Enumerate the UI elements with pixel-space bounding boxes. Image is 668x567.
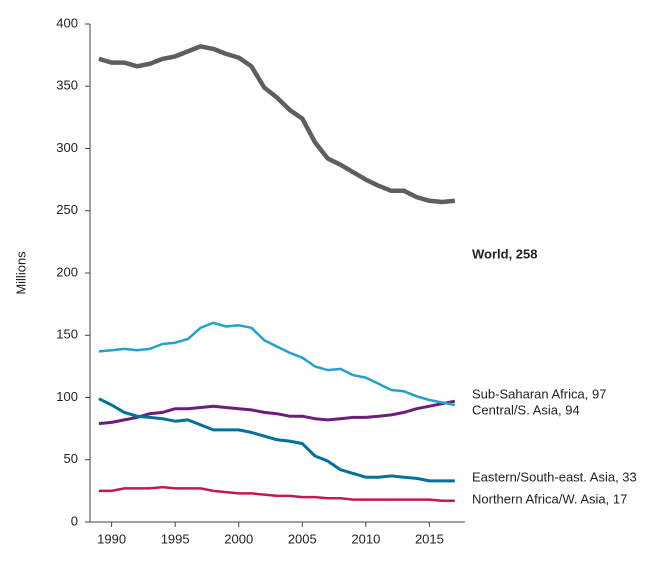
- y-tick-label: 100: [56, 389, 78, 404]
- series-label: World, 258: [472, 246, 538, 261]
- y-tick-label: 250: [56, 202, 78, 217]
- x-tick-label: 2005: [288, 531, 317, 546]
- y-tick-label: 0: [71, 513, 78, 528]
- x-tick-label: 1995: [161, 531, 190, 546]
- y-tick-label: 300: [56, 140, 78, 155]
- series-line: [98, 44, 456, 205]
- series-line: [98, 397, 455, 483]
- series-label: Eastern/South-east. Asia, 33: [472, 469, 637, 484]
- x-tick-label: 2015: [415, 531, 444, 546]
- x-tick-label: 1990: [97, 531, 126, 546]
- y-axis-label: Millions: [13, 251, 28, 295]
- series-label: Sub-Saharan Africa, 97: [472, 386, 606, 401]
- series-line: [98, 399, 456, 426]
- series-label: Northern Africa/W. Asia, 17: [472, 491, 627, 506]
- y-tick-label: 350: [56, 78, 78, 93]
- y-tick-label: 200: [56, 264, 78, 279]
- series-line: [98, 485, 455, 503]
- x-tick-label: 2000: [224, 531, 253, 546]
- series-label: Central/S. Asia, 94: [472, 402, 580, 417]
- y-tick-label: 50: [64, 451, 78, 466]
- y-tick-label: 400: [56, 15, 78, 30]
- x-tick-label: 2010: [351, 531, 380, 546]
- series-line: [98, 321, 456, 407]
- y-tick-label: 150: [56, 327, 78, 342]
